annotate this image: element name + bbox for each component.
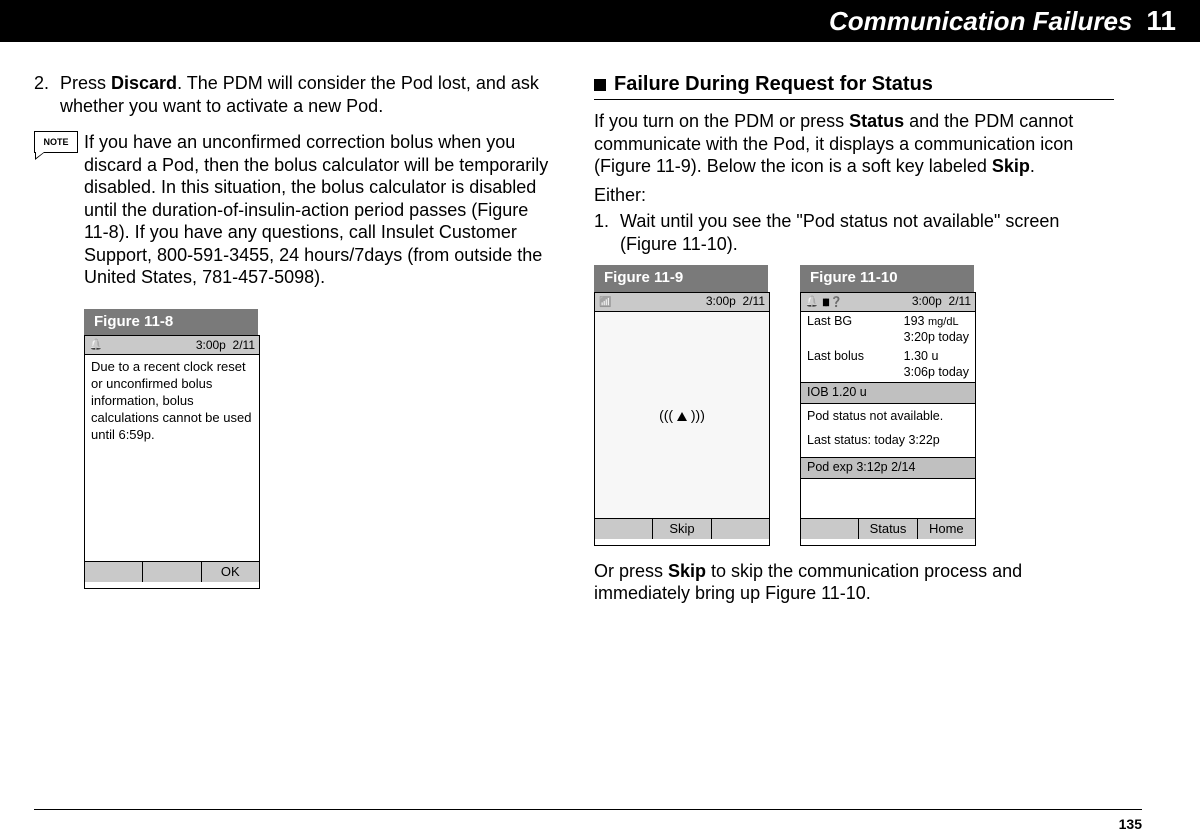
footer-rule [34,809,1142,810]
lcd-softkeys: OK [85,561,259,582]
status-button[interactable]: Status [858,519,916,539]
question-icon [830,294,842,308]
section-heading: Failure During Request for Status [594,72,1114,100]
figure-label: Figure 11-10 [800,265,974,292]
skip-label: Skip [992,156,1030,176]
figure-11-9: Figure 11-9 3:00p 2/11 ((( ))) [594,265,770,546]
figure-11-8: Figure 11-8 3:00p 2/11 Due to a recent c… [84,309,554,590]
lcd-softkeys: Status Home [801,518,975,539]
header-title: Communication Failures [829,6,1132,37]
lcd-status-bar: 3:00p 2/11 [595,293,769,312]
step-text: Press Discard. The PDM will consider the… [60,72,554,117]
pod-status-block: Pod status not available. Last status: t… [801,404,975,458]
skip-button[interactable]: Skip [652,519,710,539]
paragraph-1: If you turn on the PDM or press Status a… [594,110,1114,178]
lcd-message: Due to a recent clock reset or unconfirm… [85,355,259,561]
last-bg-row: Last BG 193 mg/dL 3:20p today [801,312,975,347]
radio-wave-icon: ((( ))) [659,406,705,424]
skip-label: Skip [668,561,706,581]
communication-icon-area: ((( ))) [595,312,769,518]
bell-icon [805,294,819,308]
lcd-time-date: 3:00p 2/11 [196,338,255,353]
lcd-softkeys: Skip [595,518,769,539]
page-header: Communication Failures 11 [0,0,1200,42]
battery-icon [822,294,827,308]
figure-11-10: Figure 11-10 3:00p 2/11 [800,265,976,546]
figure-label: Figure 11-9 [594,265,768,292]
lcd-status-bar: 3:00p 2/11 [801,293,975,312]
bell-icon [89,337,103,353]
paragraph-2: Or press Skip to skip the communication … [594,560,1114,605]
page-number: 135 [1119,816,1142,832]
status-label: Status [849,111,904,131]
status-icons [805,294,843,310]
lcd-status-bar: 3:00p 2/11 [85,336,259,355]
list-item-1: 1. Wait until you see the "Pod status no… [594,210,1114,255]
note-text: If you have an unconfirmed correction bo… [84,131,554,289]
home-button[interactable]: Home [917,519,975,539]
pod-expiry-row: Pod exp 3:12p 2/14 [801,458,975,479]
discard-label: Discard [111,73,177,93]
square-bullet-icon [594,79,606,91]
antenna-icon [599,294,611,310]
note-icon: NOTE [34,131,78,289]
last-bolus-row: Last bolus 1.30 u 3:06p today [801,347,975,382]
iob-row: IOB 1.20 u [801,382,975,404]
note-block: NOTE If you have an unconfirmed correcti… [34,131,554,289]
chapter-number: 11 [1146,5,1176,37]
ok-button[interactable]: OK [201,562,259,582]
left-column: 2. Press Discard. The PDM will consider … [34,72,554,605]
step-2: 2. Press Discard. The PDM will consider … [34,72,554,117]
figure-label: Figure 11-8 [84,309,258,336]
step-number: 2. [34,72,60,117]
right-column: Failure During Request for Status If you… [594,72,1114,605]
either-label: Either: [594,184,1114,207]
